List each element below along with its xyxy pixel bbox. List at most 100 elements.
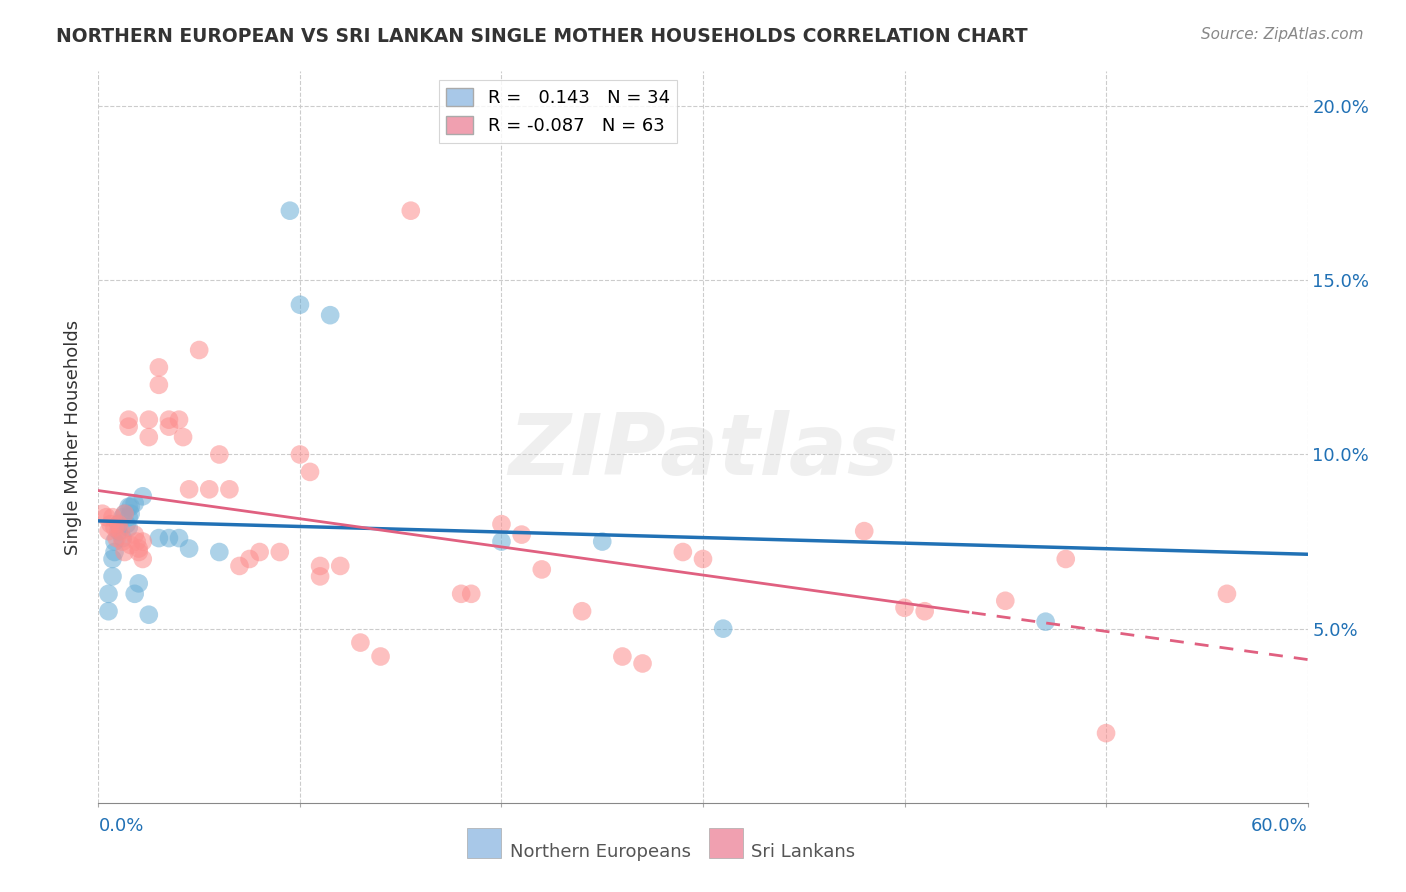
Point [103,534,125,549]
Point [100,517,122,532]
Point [128,576,150,591]
Point [118,500,141,514]
Point [711,622,734,636]
Text: Sri Lankans: Sri Lankans [751,843,855,861]
Point [120,500,142,514]
Text: NORTHERN EUROPEAN VS SRI LANKAN SINGLE MOTHER HOUSEHOLDS CORRELATION CHART: NORTHERN EUROPEAN VS SRI LANKAN SINGLE M… [56,27,1028,45]
Point [132,534,155,549]
Point [631,657,654,671]
Point [208,545,231,559]
Point [118,521,141,535]
Point [491,517,513,532]
Point [124,587,146,601]
Point [103,521,125,535]
Text: Source: ZipAtlas.com: Source: ZipAtlas.com [1201,27,1364,42]
Point [309,569,332,583]
Point [239,552,262,566]
Point [309,558,332,573]
Point [167,531,190,545]
Point [111,531,134,545]
Point [157,412,180,426]
Point [491,534,513,549]
Point [115,517,138,532]
Point [114,545,136,559]
Point [1054,552,1077,566]
Point [138,412,160,426]
Point [107,517,129,532]
Point [110,524,132,538]
Point [124,496,146,510]
Text: 60.0%: 60.0% [1251,817,1308,836]
Point [188,343,211,357]
Point [571,604,593,618]
Point [96,510,118,524]
Point [97,587,120,601]
Point [591,534,613,549]
Point [157,531,180,545]
Point [91,507,114,521]
Point [103,545,125,559]
Point [288,298,311,312]
Point [329,558,352,573]
Point [101,569,124,583]
Point [460,587,482,601]
Point [228,558,250,573]
Point [114,507,136,521]
Point [97,604,120,618]
Point [97,524,120,538]
FancyBboxPatch shape [467,829,501,858]
Point [530,562,553,576]
Point [172,430,194,444]
Point [167,412,190,426]
Legend: R =   0.143   N = 34, R = -0.087   N = 63: R = 0.143 N = 34, R = -0.087 N = 63 [439,80,676,143]
Point [101,552,124,566]
Y-axis label: Single Mother Households: Single Mother Households [65,319,83,555]
Point [269,545,291,559]
Text: 0.0%: 0.0% [98,817,143,836]
Point [208,448,231,462]
Point [120,507,142,521]
Point [157,419,180,434]
Point [114,507,136,521]
Point [132,489,155,503]
Text: Northern Europeans: Northern Europeans [509,843,690,861]
Point [692,552,714,566]
Point [510,527,533,541]
Point [111,534,134,549]
Point [1035,615,1057,629]
Point [128,545,150,559]
Point [118,419,141,434]
Point [1095,726,1118,740]
Point [118,510,141,524]
Point [319,308,342,322]
Point [450,587,472,601]
Point [148,531,170,545]
Point [107,517,129,532]
Point [914,604,936,618]
Point [101,510,124,524]
Point [288,448,311,462]
Point [349,635,371,649]
Point [249,545,271,559]
Point [893,600,915,615]
Point [138,430,160,444]
Point [148,360,170,375]
Point [299,465,322,479]
Point [138,607,160,622]
Point [111,510,134,524]
Point [198,483,221,497]
FancyBboxPatch shape [709,829,742,858]
Point [124,527,146,541]
Point [994,594,1017,608]
Point [120,538,142,552]
Point [105,531,128,545]
Point [672,545,695,559]
Point [278,203,301,218]
Point [612,649,634,664]
Point [399,203,422,218]
Point [370,649,392,664]
Text: ZIPatlas: ZIPatlas [508,410,898,493]
Point [218,483,240,497]
Point [132,552,155,566]
Point [125,534,148,549]
